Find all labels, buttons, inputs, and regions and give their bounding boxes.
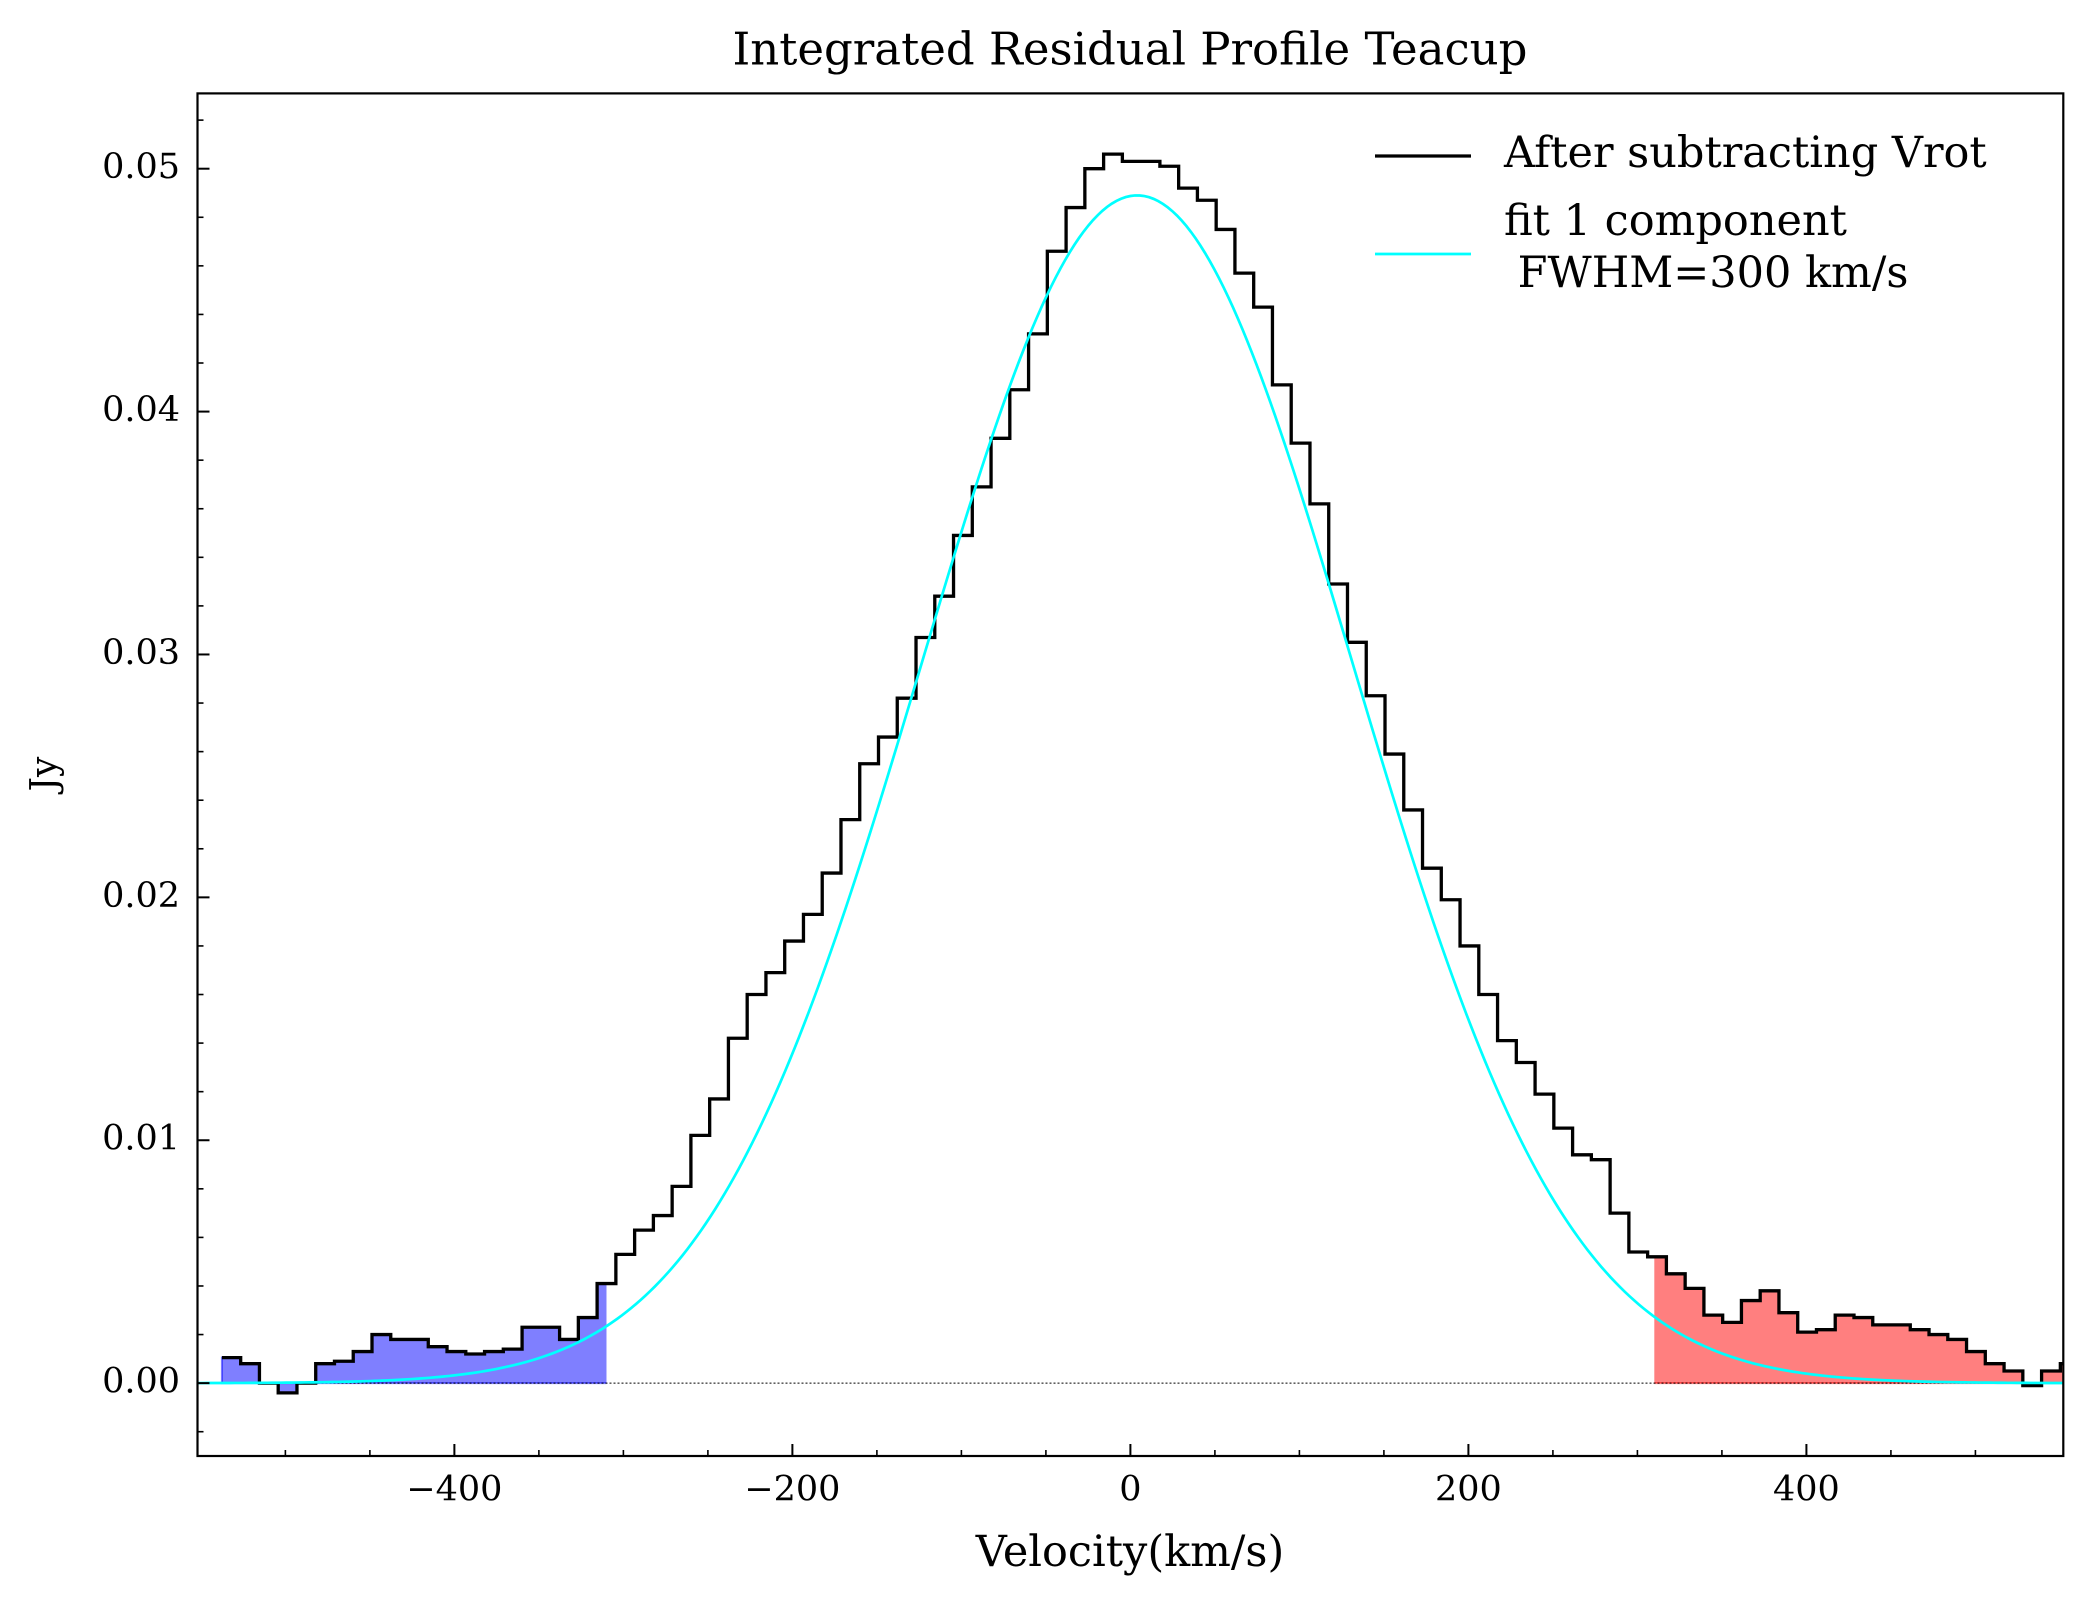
x-tick-label: −400 [406, 1470, 502, 1510]
legend-label-line: fit 1 component [1504, 196, 1847, 246]
step-line [221, 152, 2064, 1395]
legend-label-line: FWHM=300 km/s [1504, 248, 1908, 298]
fit-curve [197, 194, 2064, 1385]
plot-area [197, 152, 2064, 1395]
legend-label: fit 1 component FWHM=300 km/s [1504, 196, 1908, 298]
y-tick-label: 0.02 [102, 876, 180, 916]
y-tick-label: 0.04 [102, 390, 180, 430]
x-tick-label: 200 [1435, 1470, 1502, 1510]
chart-title: Integrated Residual Profile Teacup [733, 23, 1528, 76]
y-tick-label: 0.05 [102, 147, 180, 187]
x-tick-label: 400 [1773, 1470, 1840, 1510]
axes-frame [196, 92, 2065, 1458]
axes: −400 −200 0 200 400 0.00 0.01 0.02 0.03 0.04 0.05 [102, 119, 1977, 1510]
x-axis-label: Velocity(km/s) [975, 1527, 1285, 1577]
y-tick-label: 0.03 [102, 633, 180, 673]
legend-label: After subtracting Vrot [1503, 128, 1987, 178]
y-tick-label: 0.01 [102, 1119, 180, 1159]
legend: After subtracting Vrot fit 1 component FW… [1375, 128, 1987, 298]
x-tick-label: 0 [1119, 1470, 1141, 1510]
y-tick-label: 0.00 [102, 1362, 180, 1402]
y-axis-label: Jy [24, 756, 65, 795]
x-tick-label: −200 [744, 1470, 840, 1510]
